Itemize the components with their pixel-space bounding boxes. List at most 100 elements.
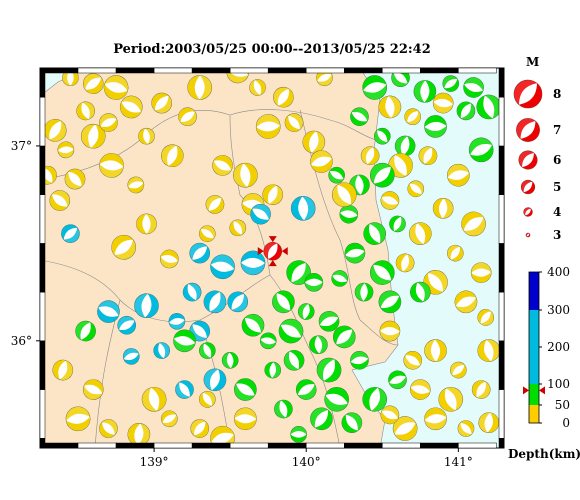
focal-mechanism-event <box>57 141 75 159</box>
frame-segment <box>39 291 46 342</box>
frame-segment <box>498 145 505 195</box>
focal-mechanism-event <box>99 113 118 132</box>
focal-mechanism-event <box>227 291 249 313</box>
focal-mechanism-event <box>369 260 395 285</box>
map-axes: 139° 140° 141° 37° 36° <box>11 139 473 469</box>
frame-segment <box>267 442 307 449</box>
mainshock-marker-left <box>257 247 264 256</box>
focal-mechanism-event <box>82 379 104 400</box>
focal-mechanism-event <box>332 325 356 349</box>
focal-mechanism-event <box>404 108 422 126</box>
frame-segment <box>39 67 79 74</box>
frame-segment <box>229 67 269 74</box>
focal-mechanism-event <box>450 361 467 379</box>
focal-mechanism-event <box>362 75 387 100</box>
focal-mechanism-event <box>64 168 86 190</box>
depth-tick-label: 400 <box>547 265 570 279</box>
magnitude-legend-label: 8 <box>553 87 561 101</box>
frame-segment <box>77 67 117 74</box>
focal-mechanism-event <box>134 293 159 319</box>
focal-mechanism-event <box>187 75 213 100</box>
frame-segment <box>344 442 383 449</box>
frame-segment <box>498 340 505 390</box>
focal-mechanism-event <box>75 320 96 342</box>
frame-segment <box>39 96 46 147</box>
depth-band <box>529 405 539 423</box>
depth-tick-label: 100 <box>547 377 570 391</box>
focal-mechanism-event <box>119 95 143 119</box>
focal-mechanism-event <box>447 244 464 262</box>
focal-mechanism-event <box>432 92 454 114</box>
focal-mechanism-event <box>354 282 374 302</box>
focal-mechanism-event <box>392 416 418 441</box>
focal-mechanism-event <box>379 320 401 342</box>
magnitude-legend: M 8 7 6 5 4 3 <box>513 55 561 242</box>
frame-segment <box>305 442 345 449</box>
focal-mechanism-event <box>117 315 137 335</box>
focal-mechanism-event <box>369 162 395 188</box>
focal-mechanism-event <box>310 407 333 431</box>
focal-mechanism-event <box>284 113 304 132</box>
focal-mechanism-event <box>350 351 369 370</box>
focal-mechanism-event <box>43 119 67 142</box>
magnitude-legend-title: M <box>526 55 539 69</box>
mainshock-marker-bottom <box>268 260 277 267</box>
focal-mechanism-event <box>199 225 216 242</box>
focal-mechanism-event <box>199 342 216 359</box>
depth-marker-right <box>539 386 545 395</box>
focal-mechanism-event <box>138 127 155 145</box>
focal-mechanism-event <box>240 250 266 276</box>
focal-mechanism-event <box>205 195 225 214</box>
map-frame <box>39 67 505 449</box>
focal-mechanism-event <box>378 290 402 314</box>
focal-mechanism-event <box>380 405 400 425</box>
depth-tick-label: 0 <box>562 416 570 430</box>
focal-mechanism-event <box>136 213 157 235</box>
frame-segment <box>498 67 505 98</box>
focal-mechanism-event <box>199 390 216 408</box>
focal-mechanism-event <box>249 79 266 96</box>
focal-mechanism-event <box>173 329 196 353</box>
frame-segment <box>153 67 193 74</box>
focal-mechanism-event <box>295 379 317 400</box>
focal-mechanism-event <box>76 101 95 121</box>
focal-mechanism-event <box>111 234 136 260</box>
focal-mechanism-event <box>272 290 295 314</box>
focal-mechanism-event <box>189 242 211 264</box>
focal-mechanism-event <box>160 249 179 269</box>
magnitude-legend-ball <box>518 150 538 170</box>
focal-mechanism-event <box>203 368 227 392</box>
magnitude-legend-label: 5 <box>553 180 561 194</box>
focal-mechanism-event <box>350 107 369 127</box>
focal-mechanism-event <box>454 290 478 314</box>
focal-mechanism-event <box>407 180 425 198</box>
focal-mechanism-event <box>151 92 173 114</box>
magnitude-legend-label: 7 <box>553 123 561 137</box>
depth-tick-label: 200 <box>547 340 570 354</box>
focal-mechanism-event <box>432 198 454 219</box>
focal-mechanism-event <box>403 351 423 370</box>
depth-marker-left <box>523 386 529 395</box>
focal-mechanism-event <box>290 196 316 221</box>
focal-mechanism-event <box>388 370 407 390</box>
frame-segment <box>498 291 505 342</box>
focal-mechanism-event <box>363 222 386 245</box>
frame-segment <box>498 389 505 439</box>
focal-mechanism-event <box>99 153 124 178</box>
mainshock-marker <box>257 236 288 267</box>
focal-mechanism-event <box>80 123 106 149</box>
focal-mechanism-event <box>410 379 431 400</box>
focal-mechanism-event <box>410 281 431 303</box>
focal-mechanism-event <box>221 352 239 369</box>
focal-mechanism-event <box>175 380 194 399</box>
focal-mechanism-event <box>463 77 484 98</box>
lon-tick-label: 139° <box>140 455 169 469</box>
frame-segment <box>39 438 46 449</box>
focal-mechanism-event <box>316 357 342 383</box>
focal-mechanism-event <box>210 254 235 280</box>
depth-legend: Depth(km) 0 50 100 200 300 400 <box>508 265 580 461</box>
map-area <box>40 68 504 448</box>
focal-mechanism-event <box>424 407 447 431</box>
focal-mechanism-event <box>389 215 406 233</box>
frame-segment <box>191 442 231 449</box>
